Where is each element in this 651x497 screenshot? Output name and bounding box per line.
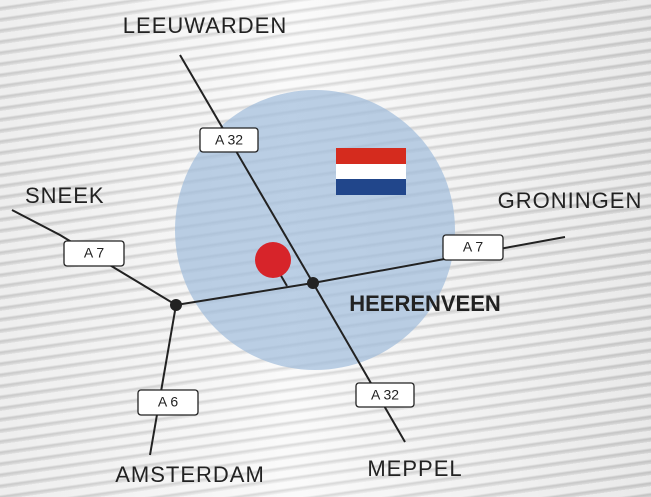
junction [170,299,182,311]
city-label: MEPPEL [367,456,462,481]
road-label: A 32 [215,132,243,148]
road-label: A 7 [84,245,104,261]
city-label: AMSTERDAM [115,462,265,487]
page: A 32 A 7 A 7 A 6 A 32 LEEUWARDEN SNEEK G… [0,0,651,497]
road-label: A 32 [371,387,399,403]
city-label: SNEEK [25,183,105,208]
location-marker [255,242,291,278]
junction [307,277,319,289]
road-label: A 6 [158,394,178,410]
center-label: HEERENVEEN [349,291,501,316]
flag [336,148,406,195]
city-label: LEEUWARDEN [123,13,287,38]
city-label: GRONINGEN [498,188,643,213]
map: A 32 A 7 A 7 A 6 A 32 LEEUWARDEN SNEEK G… [0,0,651,497]
road-label: A 7 [463,239,483,255]
